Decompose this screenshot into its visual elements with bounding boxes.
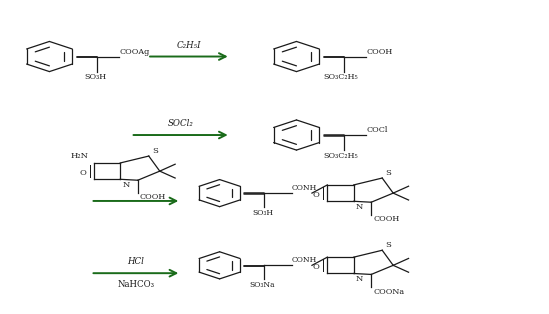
- Text: N: N: [356, 203, 363, 211]
- Text: COONa: COONa: [373, 288, 405, 295]
- Text: SO₃H: SO₃H: [252, 209, 273, 217]
- Text: CONH: CONH: [292, 257, 317, 264]
- Text: N: N: [122, 181, 130, 189]
- Text: C₂H₅I: C₂H₅I: [177, 41, 201, 50]
- Text: O: O: [79, 169, 86, 177]
- Text: O: O: [313, 191, 320, 199]
- Text: COCl: COCl: [366, 126, 388, 134]
- Text: NaHCO₃: NaHCO₃: [117, 280, 154, 289]
- Text: COOH: COOH: [373, 215, 400, 223]
- Text: COOH: COOH: [140, 193, 166, 201]
- Text: SO₃Na: SO₃Na: [250, 281, 276, 289]
- Text: SO₃H: SO₃H: [84, 73, 106, 81]
- Text: HCl: HCl: [127, 257, 144, 266]
- Text: COOAg: COOAg: [119, 48, 149, 56]
- Text: SO₃C₂H₅: SO₃C₂H₅: [323, 152, 358, 160]
- Text: SOCl₂: SOCl₂: [167, 119, 194, 128]
- Text: S: S: [385, 169, 391, 177]
- Text: H₂N: H₂N: [70, 153, 88, 160]
- Text: COOH: COOH: [366, 48, 393, 56]
- Text: CONH: CONH: [292, 184, 317, 192]
- Text: S: S: [385, 241, 391, 249]
- Text: N: N: [356, 275, 363, 283]
- Text: S: S: [152, 147, 158, 155]
- Text: O: O: [313, 263, 320, 271]
- Text: SO₃C₂H₅: SO₃C₂H₅: [323, 73, 358, 81]
